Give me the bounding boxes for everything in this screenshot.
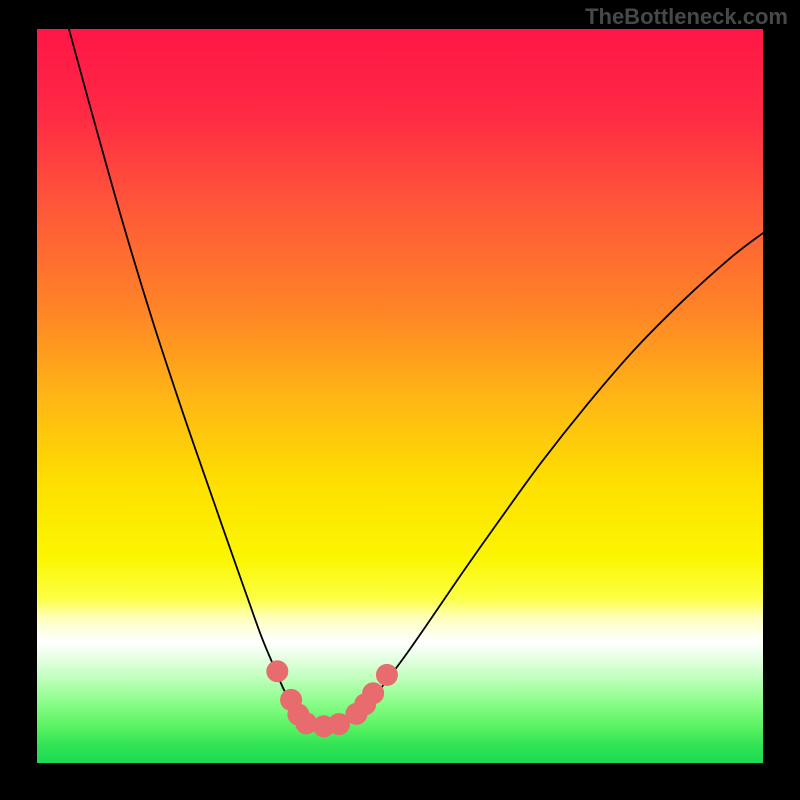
watermark-text: TheBottleneck.com bbox=[585, 4, 788, 30]
chart-marker bbox=[362, 682, 384, 704]
chart-svg bbox=[37, 29, 763, 763]
chart-marker bbox=[376, 664, 398, 686]
chart-plot-area bbox=[37, 29, 763, 763]
chart-background bbox=[37, 29, 763, 763]
chart-marker bbox=[266, 660, 288, 682]
